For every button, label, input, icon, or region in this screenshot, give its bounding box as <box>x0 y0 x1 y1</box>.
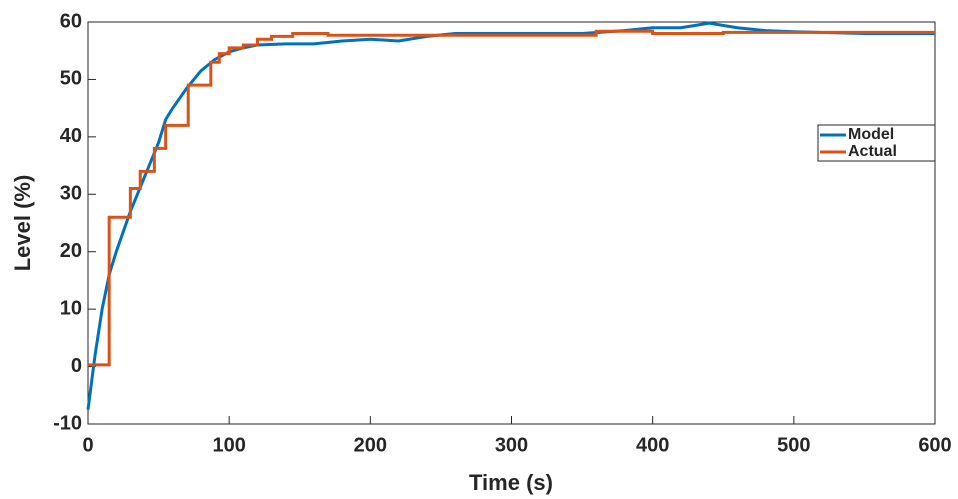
x-tick-label: 0 <box>82 434 93 456</box>
x-tick-label: 200 <box>354 434 387 456</box>
y-tick-label: 0 <box>71 355 82 377</box>
line-series <box>88 31 935 365</box>
line-series <box>88 23 935 409</box>
chart: Time (s) Level (%) -10010203040506001002… <box>0 0 958 499</box>
y-tick-label: 30 <box>60 183 82 205</box>
x-tick-label: 400 <box>636 434 669 456</box>
legend-label: Model <box>848 126 894 143</box>
y-tick-label: 40 <box>60 125 82 147</box>
x-tick-label: 600 <box>918 434 951 456</box>
y-axis-label: Level (%) <box>10 175 35 272</box>
legend-label: Actual <box>848 143 897 160</box>
y-tick-label: 50 <box>60 68 82 90</box>
plot-frame <box>88 22 935 424</box>
y-tick-label: -10 <box>53 412 82 434</box>
x-tick-label: 100 <box>212 434 245 456</box>
y-tick-label: 10 <box>60 297 82 319</box>
x-tick-label: 300 <box>495 434 528 456</box>
y-tick-label: 20 <box>60 240 82 262</box>
x-tick-label: 500 <box>777 434 810 456</box>
x-axis-label: Time (s) <box>469 470 553 495</box>
y-tick-label: 60 <box>60 10 82 32</box>
